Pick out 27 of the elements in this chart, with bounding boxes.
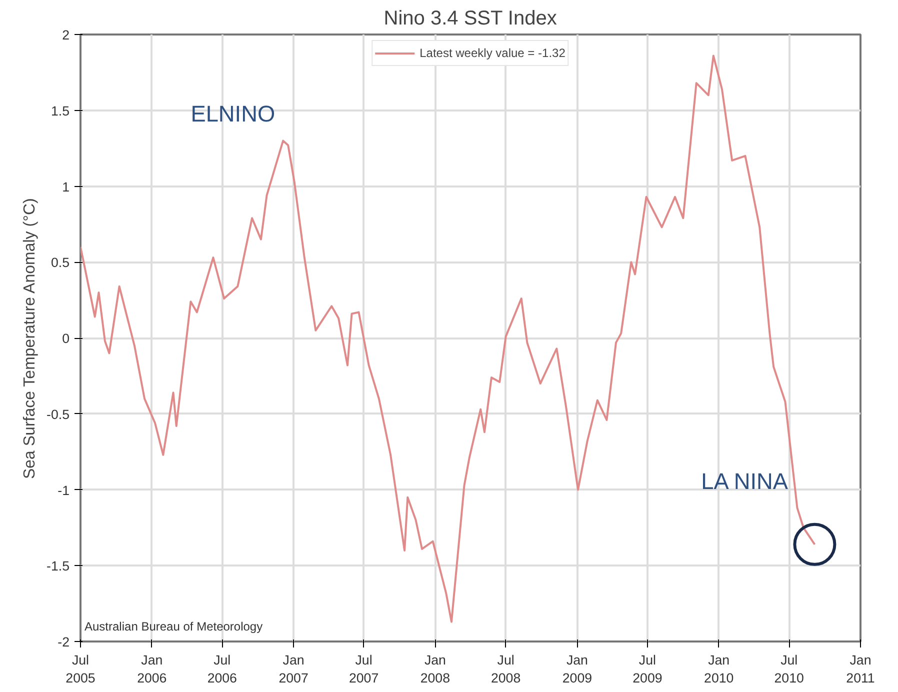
y-tick-label: -0.5 <box>46 406 70 422</box>
y-tick-label: -1.5 <box>46 558 70 574</box>
annotation: Australian Bureau of Meteorology <box>84 620 263 634</box>
x-tick-label: Jul 2010 <box>774 652 804 686</box>
x-tick-label: Jul 2009 <box>632 652 662 686</box>
x-tick-label: Jul 2006 <box>207 652 237 686</box>
y-tick-label: 0.5 <box>50 255 70 270</box>
x-tick-label: Jan 2009 <box>562 652 592 686</box>
x-tick-label: Jan 2010 <box>704 652 734 686</box>
x-tick-label: Jan 2006 <box>137 652 167 686</box>
x-tick-label: Jul 2008 <box>490 652 521 686</box>
y-tick-label: -1 <box>58 482 70 498</box>
chart-title: Nino 3.4 SST Index <box>384 8 557 30</box>
y-tick-label: 1.5 <box>50 103 70 118</box>
annotation: ELNINO <box>190 100 276 127</box>
x-tick-label: Jan 2011 <box>846 652 875 686</box>
y-axis-title: Sea Surface Temperature Anomaly (°C) <box>22 198 39 480</box>
y-tick-label: 2 <box>62 28 70 42</box>
x-tick-label: Jan 2008 <box>420 652 450 686</box>
legend-label: Latest weekly value = -1.32 <box>420 46 566 60</box>
x-tick-label: Jul 2005 <box>66 652 96 686</box>
annotation: LA NINA <box>701 468 789 494</box>
y-tick-label: -2 <box>58 634 70 650</box>
x-tick-label: Jul 2007 <box>348 652 379 686</box>
y-tick-label: 1 <box>62 179 70 194</box>
x-tick-label: Jan 2007 <box>278 652 308 686</box>
y-tick-label: 0 <box>62 331 70 346</box>
